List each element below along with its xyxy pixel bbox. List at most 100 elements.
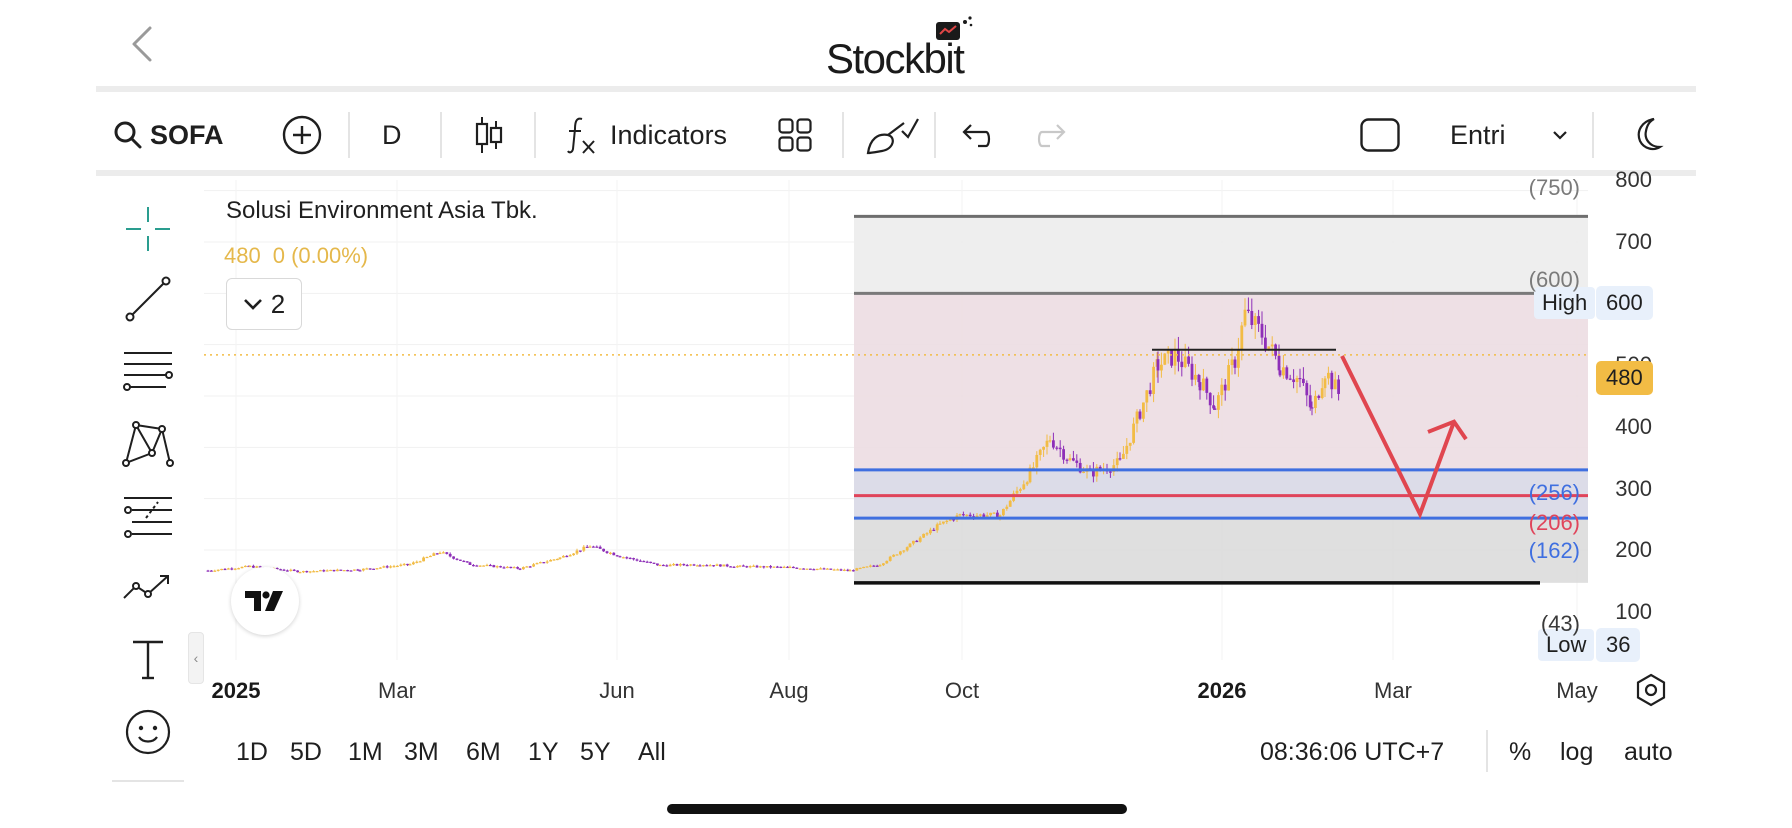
candle-body: [455, 558, 459, 560]
candle-body: [392, 566, 396, 568]
range-1y-button[interactable]: 1Y: [528, 737, 559, 766]
percent-scale-button[interactable]: %: [1509, 737, 1532, 766]
undo-button[interactable]: [960, 100, 992, 170]
back-chevron-icon: [132, 26, 152, 62]
compare-symbol-button[interactable]: [282, 100, 322, 170]
candle-body: [375, 568, 379, 570]
candle-body: [1095, 466, 1099, 477]
candle-body: [698, 565, 702, 567]
indicators-button[interactable]: Indicators: [566, 100, 727, 170]
top-separator: [96, 86, 1696, 92]
layout-select[interactable]: Entri: [1450, 100, 1568, 170]
candle-body: [729, 566, 732, 568]
emoji-tool[interactable]: [118, 702, 178, 762]
timezone-clock[interactable]: 08:36:06 UTC+7: [1260, 737, 1445, 766]
candle-body: [1145, 390, 1149, 403]
back-button[interactable]: [124, 20, 160, 68]
candle-body: [902, 550, 906, 552]
trendline-tool[interactable]: [118, 269, 178, 329]
indicator-collapse-toggle[interactable]: 2: [226, 278, 302, 330]
chevron-down-icon: [243, 299, 262, 310]
theme-toggle-button[interactable]: [1630, 100, 1664, 170]
candle-body: [382, 566, 386, 568]
candle-body: [952, 519, 955, 521]
chart-area[interactable]: [204, 178, 1696, 786]
range-1d-button[interactable]: 1D: [236, 737, 268, 766]
moon-icon: [1637, 117, 1664, 151]
candle-body: [565, 555, 569, 558]
polyline-tool[interactable]: [118, 558, 178, 618]
candle-body: [998, 515, 1002, 518]
candle-body: [658, 564, 662, 567]
range-6m-button[interactable]: 6M: [466, 737, 501, 766]
candle-body: [412, 562, 415, 565]
range-5d-button[interactable]: 5D: [290, 737, 322, 766]
zone-256-162: [854, 469, 1588, 519]
polyline-icon: [123, 575, 169, 599]
crosshair-tool[interactable]: [118, 199, 178, 259]
candle-body: [1166, 349, 1170, 354]
candle-body: [1115, 458, 1119, 466]
chart-settings-button[interactable]: [1634, 673, 1668, 707]
legend-last-price: 480: [224, 243, 261, 268]
price-tick: 700: [1615, 229, 1652, 254]
layouts-button[interactable]: [778, 100, 812, 170]
candle-body: [435, 553, 439, 555]
text-tool[interactable]: [118, 630, 178, 690]
candle-body: [1025, 482, 1029, 485]
candle-body: [535, 563, 539, 565]
candle-body: [1005, 506, 1009, 509]
candle-body: [389, 566, 392, 568]
price-tick: 300: [1615, 476, 1652, 501]
range-3m-button[interactable]: 3M: [404, 737, 439, 766]
candle-body: [712, 565, 715, 567]
candle-body: [905, 547, 909, 551]
candle-body: [539, 562, 542, 564]
candle-body: [579, 550, 582, 552]
interval-button[interactable]: D: [382, 100, 402, 170]
candle-body: [396, 565, 399, 568]
candle-body: [1282, 367, 1285, 376]
range-all-button[interactable]: All: [638, 737, 666, 766]
drawing-toggle-button[interactable]: [866, 100, 920, 170]
log-scale-button[interactable]: log: [1560, 737, 1594, 766]
projection-tool[interactable]: [118, 486, 178, 546]
candle-body: [1170, 349, 1173, 366]
candle-body: [465, 561, 469, 563]
projection-icon: [124, 497, 172, 538]
plus-circle-icon: [282, 115, 322, 155]
auto-scale-button[interactable]: auto: [1624, 737, 1673, 766]
candle-body: [869, 565, 872, 567]
redo-button[interactable]: [1036, 100, 1068, 170]
candle-body: [1109, 471, 1112, 473]
candle-body: [1148, 390, 1152, 395]
candle-body: [732, 566, 736, 568]
candle-body: [786, 566, 789, 569]
chart-type-button[interactable]: [474, 100, 504, 170]
candle-body: [602, 548, 605, 552]
candle-body: [765, 566, 769, 568]
pattern-tool[interactable]: [118, 413, 178, 473]
candle-body: [1327, 372, 1330, 379]
candle-body: [482, 565, 485, 567]
fullscreen-button[interactable]: [1360, 100, 1400, 170]
symbol-search-button[interactable]: SOFA: [114, 100, 224, 170]
range-5y-button[interactable]: 5Y: [580, 737, 611, 766]
candle-body: [935, 524, 939, 531]
candle-body: [1302, 378, 1305, 384]
candle-body: [1288, 378, 1292, 380]
fib-tool[interactable]: [118, 341, 178, 401]
collapse-toolbar-button[interactable]: ‹: [188, 632, 204, 684]
tradingview-logo[interactable]: [231, 567, 299, 635]
candle-body: [645, 561, 649, 563]
candle-body: [1048, 440, 1052, 442]
candle-body: [609, 552, 612, 554]
app-logo-text: Stockbit: [826, 35, 965, 82]
toolbar-divider: [440, 112, 442, 158]
candle-body: [649, 561, 652, 563]
candle-body: [522, 567, 525, 570]
range-1m-button[interactable]: 1M: [348, 737, 383, 766]
candle-body: [1042, 446, 1045, 450]
candle-body: [1292, 379, 1295, 383]
candle-body: [585, 546, 589, 548]
